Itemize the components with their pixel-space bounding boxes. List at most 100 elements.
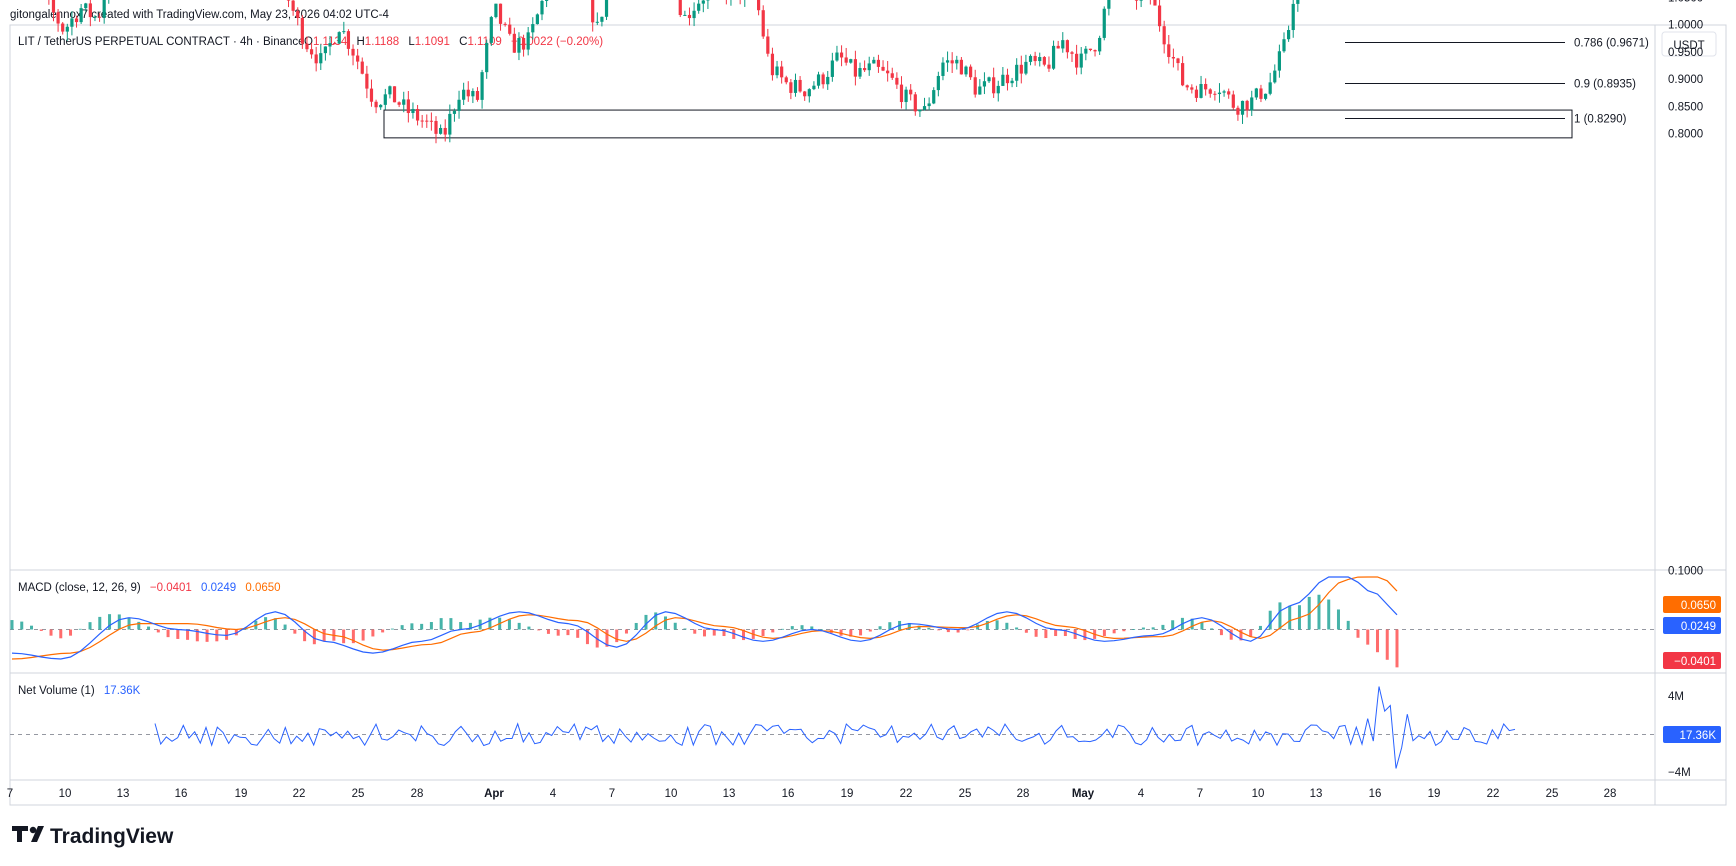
candle-down	[1171, 57, 1175, 59]
candle-up	[342, 31, 346, 33]
macd-hist-bar-neg	[361, 629, 365, 641]
zones	[383, 109, 1573, 139]
macd-hist-bar-pos	[917, 625, 921, 630]
candle-up	[1250, 97, 1254, 111]
candle-up	[1273, 70, 1277, 83]
candle-down	[761, 10, 765, 37]
candle-up	[388, 86, 392, 95]
currency-button[interactable]	[1661, 31, 1717, 57]
macd-hist-bar-pos	[888, 622, 892, 630]
candle-up	[328, 43, 332, 47]
candle-down	[1019, 64, 1023, 74]
macd-hist-bar-pos	[634, 622, 638, 630]
legend-row: LIT / TetherUS PERPETUAL CONTRACT · 4h ·…	[18, 36, 603, 48]
candle-down	[498, 3, 503, 24]
netvol-title: Net Volume (1)	[18, 685, 95, 697]
time-axis-label: 10	[59, 788, 72, 800]
price-tick-label: 1.0500	[1668, 0, 1703, 4]
macd-badge-value: 0.0249	[1681, 621, 1716, 633]
candle-up	[84, 3, 88, 9]
macd-hist-bar-pos	[1346, 620, 1350, 630]
macd-hist-bar-pos	[88, 622, 92, 630]
macd-hist-bar-neg	[322, 629, 326, 642]
candle-down	[757, 0, 761, 11]
candle-down	[969, 66, 973, 78]
candle-down	[992, 77, 996, 94]
macd-hist-bar-pos	[810, 626, 814, 630]
macd-hist-bar-neg	[703, 629, 706, 637]
price-tick-label: 0.8500	[1668, 101, 1703, 113]
candle-up	[1139, 0, 1143, 1]
candle-up	[323, 46, 327, 54]
candle-up	[383, 94, 387, 105]
close-value: 1.1109	[467, 36, 501, 48]
candle-down	[305, 43, 309, 50]
candle-down	[333, 43, 337, 45]
candle-down	[1162, 26, 1166, 45]
candle-up	[1222, 91, 1226, 93]
close-label: C	[459, 36, 467, 48]
macd-hist-bar-pos	[429, 622, 433, 630]
macd-hist-bar-pos	[1210, 628, 1214, 630]
macd-hist-bar-neg	[1366, 629, 1370, 645]
candle-up	[1010, 80, 1014, 84]
macd-hist-bar-pos	[781, 628, 785, 630]
high-value: 1.1188	[365, 36, 399, 48]
candle-up	[996, 85, 1000, 94]
macd-hist-bar-neg	[537, 629, 541, 631]
candle-down	[1208, 89, 1212, 94]
macd-hist-bar-pos	[10, 620, 14, 630]
svg-text:MACD (close, 12, 26, 9) −0: MACD (close, 12, 26, 9) −0.0401 0.0249 0…	[18, 582, 281, 594]
candle-up	[337, 32, 341, 44]
candle-up	[1079, 53, 1083, 68]
candle-up	[922, 106, 927, 110]
macd-hist-bar-neg	[761, 629, 765, 637]
time-axis-label: 16	[175, 788, 188, 800]
candle-up	[526, 32, 530, 50]
candle-up	[978, 86, 982, 95]
candle-down	[973, 77, 977, 95]
candle-down	[296, 10, 300, 19]
candle-down	[844, 57, 848, 63]
candle-down	[521, 37, 526, 50]
macd-hist-bar-pos	[1141, 627, 1145, 630]
candle-up	[471, 91, 475, 97]
macd-badge-value: 0.0650	[1681, 600, 1716, 612]
candle-down	[286, 0, 291, 1]
candle-down	[899, 84, 904, 103]
candle-up	[1277, 51, 1281, 71]
candle-down	[1204, 83, 1208, 90]
candle-up	[452, 110, 457, 114]
candle-up	[927, 103, 931, 107]
price-tick-label: 0.9000	[1668, 74, 1703, 86]
candle-down	[687, 14, 692, 19]
candle-up	[600, 16, 604, 22]
candle-up	[545, 0, 549, 1]
candle-down	[51, 0, 56, 13]
macd-hist-bar-neg	[1239, 629, 1243, 641]
support-zone	[383, 109, 1573, 139]
macd-hist-bar-neg	[585, 629, 589, 645]
macd-hist-bar-pos	[78, 628, 82, 630]
macd-hist-bar-pos	[995, 620, 999, 630]
macd-hist-bar-neg	[722, 629, 726, 637]
time-axis-label: 28	[1604, 788, 1617, 800]
macd-hist-bar-pos	[507, 619, 511, 630]
candle-down	[1176, 58, 1180, 64]
candle-up	[1061, 40, 1065, 49]
macd-hist-bar-neg	[1054, 629, 1058, 637]
candle-down	[678, 0, 682, 16]
macd-hist-bar-pos	[108, 614, 112, 630]
candle-down	[895, 77, 899, 85]
candle-down	[1185, 85, 1189, 88]
candle-down	[1047, 64, 1051, 69]
fib-label: 0.786 (0.9671)	[1574, 38, 1649, 50]
currency-label: USDT	[1673, 40, 1704, 52]
macd-hist-bar-neg	[1219, 629, 1223, 636]
macd-hist-bar-neg	[1375, 629, 1379, 653]
macd-hist-bar-pos	[283, 624, 287, 630]
time-axis-label: 4	[1138, 788, 1145, 800]
macd-hist-bar-pos	[400, 625, 404, 630]
open-label: O	[304, 36, 313, 48]
